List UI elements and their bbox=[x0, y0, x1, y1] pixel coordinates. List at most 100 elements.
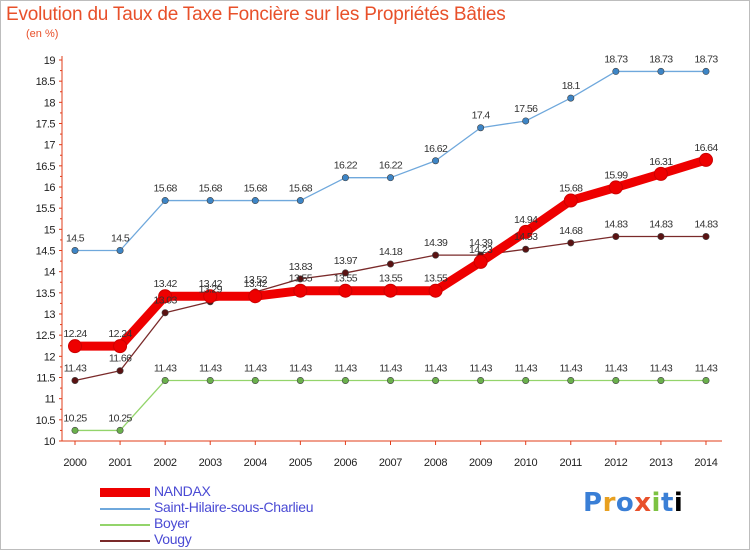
data-label: 13.42 bbox=[199, 278, 223, 290]
data-label: 16.31 bbox=[649, 156, 673, 168]
data-point bbox=[338, 283, 353, 298]
data-label: 11.43 bbox=[424, 362, 447, 374]
data-label: 14.83 bbox=[649, 219, 673, 231]
data-label: 14.53 bbox=[514, 231, 538, 243]
data-label: 14.68 bbox=[559, 225, 583, 237]
data-point bbox=[341, 376, 349, 384]
data-point bbox=[296, 197, 304, 205]
data-point bbox=[296, 275, 304, 283]
data-label: 13.42 bbox=[244, 278, 268, 290]
data-label: 17.56 bbox=[514, 103, 538, 115]
x-tick-label: 2009 bbox=[469, 457, 492, 469]
data-point bbox=[386, 260, 394, 268]
data-point bbox=[296, 376, 304, 384]
data-label: 14.83 bbox=[604, 219, 628, 231]
x-tick-label: 2003 bbox=[199, 457, 222, 469]
data-label: 15.99 bbox=[604, 169, 628, 181]
data-point bbox=[522, 117, 530, 125]
x-tick-label: 2001 bbox=[108, 457, 131, 469]
data-point bbox=[161, 309, 169, 317]
data-point bbox=[206, 197, 214, 205]
data-point bbox=[657, 376, 665, 384]
data-point bbox=[386, 174, 394, 182]
data-point bbox=[71, 426, 79, 434]
y-tick-label: 15 bbox=[44, 224, 56, 236]
data-label: 17.4 bbox=[472, 110, 491, 122]
x-tick-label: 2005 bbox=[289, 457, 312, 469]
data-label: 13.83 bbox=[289, 261, 313, 273]
data-point bbox=[116, 426, 124, 434]
data-point bbox=[657, 233, 665, 241]
data-label: 13.55 bbox=[289, 273, 313, 285]
data-label: 18.73 bbox=[649, 53, 673, 65]
x-tick-label: 2000 bbox=[63, 457, 86, 469]
data-label: 11.43 bbox=[244, 362, 267, 374]
data-point bbox=[386, 376, 394, 384]
legend-label: Saint-Hilaire-sous-Charlieu bbox=[154, 499, 314, 515]
data-point bbox=[113, 339, 128, 354]
series-line-2 bbox=[74, 379, 707, 432]
data-point bbox=[206, 376, 214, 384]
data-label: 16.62 bbox=[424, 143, 448, 155]
legend-label: NANDAX bbox=[154, 483, 211, 499]
y-tick-label: 14 bbox=[44, 267, 56, 279]
data-point bbox=[116, 367, 124, 375]
data-point bbox=[248, 289, 263, 304]
data-point bbox=[698, 152, 713, 167]
data-label: 12.24 bbox=[63, 328, 87, 340]
y-tick-label: 13.5 bbox=[36, 288, 56, 300]
legend-swatch bbox=[100, 540, 150, 542]
x-tick-label: 2008 bbox=[424, 457, 447, 469]
y-tick-label: 18 bbox=[44, 97, 56, 109]
x-tick-label: 2012 bbox=[604, 457, 627, 469]
data-point bbox=[702, 376, 710, 384]
data-label: 13.52 bbox=[244, 274, 268, 286]
data-point bbox=[518, 224, 533, 239]
data-label: 15.68 bbox=[199, 183, 223, 195]
data-label: 13.55 bbox=[379, 273, 403, 285]
data-point bbox=[567, 239, 575, 247]
data-point bbox=[341, 174, 349, 182]
data-label: 15.68 bbox=[153, 183, 177, 195]
y-tick-label: 12.5 bbox=[36, 330, 56, 342]
data-label: 13.97 bbox=[334, 255, 358, 267]
y-tick-label: 16.5 bbox=[36, 161, 56, 173]
data-point bbox=[612, 67, 620, 75]
data-point bbox=[432, 157, 440, 165]
x-tick-label: 2010 bbox=[514, 457, 537, 469]
unit-label: (en %) bbox=[26, 28, 59, 40]
data-point bbox=[563, 193, 578, 208]
x-tick-label: 2007 bbox=[379, 457, 402, 469]
data-point bbox=[608, 180, 623, 195]
data-label: 13.03 bbox=[153, 295, 177, 307]
data-label: 14.39 bbox=[469, 237, 493, 249]
data-label: 10.25 bbox=[63, 412, 87, 424]
y-tick-label: 15.5 bbox=[36, 203, 56, 215]
data-label: 14.39 bbox=[424, 237, 448, 249]
data-label: 13.29 bbox=[199, 284, 223, 296]
series-line-3 bbox=[74, 235, 707, 382]
x-tick-label: 2013 bbox=[649, 457, 672, 469]
legend-swatch bbox=[100, 508, 150, 510]
data-point bbox=[522, 245, 530, 253]
legend-label: Vougy bbox=[154, 531, 192, 547]
data-point bbox=[161, 197, 169, 205]
data-label: 11.66 bbox=[109, 353, 132, 365]
data-label: 11.43 bbox=[154, 362, 177, 374]
data-label: 12.24 bbox=[108, 328, 132, 340]
data-label: 13.55 bbox=[334, 273, 358, 285]
x-tick-label: 2006 bbox=[334, 457, 357, 469]
data-label: 10.25 bbox=[108, 412, 132, 424]
data-label: 14.5 bbox=[111, 233, 130, 245]
y-tick-label: 17 bbox=[44, 140, 56, 152]
legend-label: Boyer bbox=[154, 515, 190, 531]
data-point bbox=[657, 67, 665, 75]
data-point bbox=[293, 283, 308, 298]
data-label: 11.43 bbox=[64, 362, 87, 374]
data-label: 11.43 bbox=[605, 362, 628, 374]
data-label: 11.43 bbox=[514, 362, 537, 374]
data-point bbox=[473, 254, 488, 269]
data-point bbox=[116, 247, 124, 255]
